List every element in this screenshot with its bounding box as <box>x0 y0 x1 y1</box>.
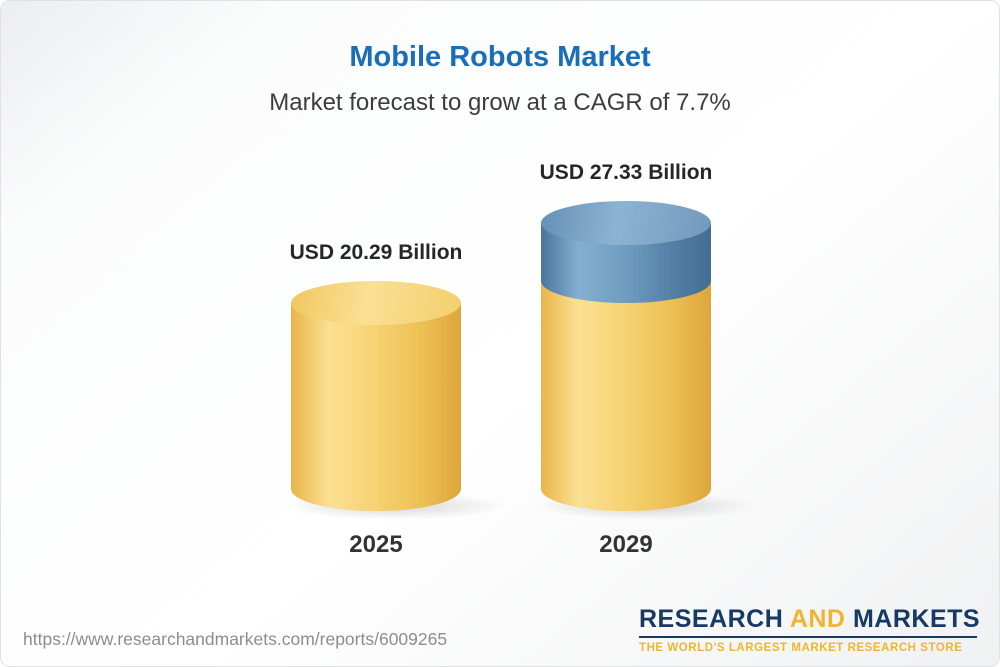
logo-word-markets: MARKETS <box>852 605 981 633</box>
x-axis-label-2029: 2029 <box>599 531 653 558</box>
bar-2025-body <box>291 302 461 511</box>
research-and-markets-logo: RESEARCH AND MARKETS THE WORLD'S LARGEST… <box>639 605 981 654</box>
logo-word-and: AND <box>789 605 846 633</box>
logo-divider <box>639 636 977 638</box>
value-label-2029: USD 27.33 Billion <box>539 161 713 184</box>
logo-word-research: RESEARCH <box>639 605 784 633</box>
value-label-2025: USD 20.29 Billion <box>289 240 463 264</box>
x-axis-label-2025: 2025 <box>349 531 403 558</box>
chart-subtitle: Market forecast to grow at a CAGR of 7.7… <box>269 89 731 116</box>
logo-wordmark: RESEARCH AND MARKETS <box>639 605 981 634</box>
bar-2025-top-ellipse <box>291 280 461 325</box>
bar-2025 <box>291 280 461 511</box>
bar-2029-base-segment <box>541 280 711 511</box>
logo-tagline: THE WORLD'S LARGEST MARKET RESEARCH STOR… <box>639 642 963 654</box>
bar-2029 <box>541 201 711 511</box>
report-url[interactable]: https://www.researchandmarkets.com/repor… <box>23 629 448 649</box>
bar-2029-top-ellipse <box>541 201 711 245</box>
chart-title: Mobile Robots Market <box>349 41 651 73</box>
